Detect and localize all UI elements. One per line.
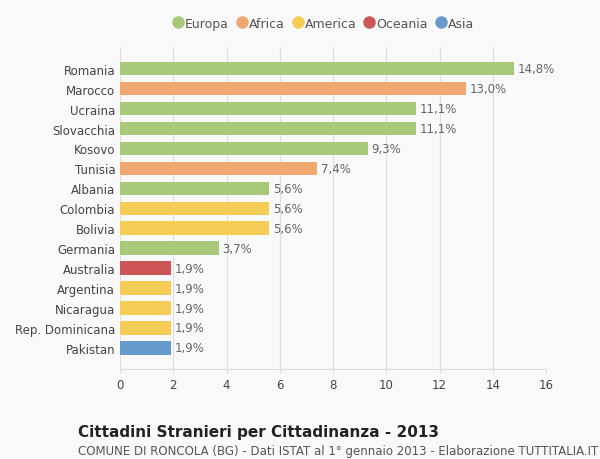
Bar <box>120 182 269 196</box>
Text: 1,9%: 1,9% <box>175 262 205 275</box>
Text: 5,6%: 5,6% <box>273 183 303 196</box>
Text: 5,6%: 5,6% <box>273 202 303 215</box>
Text: 1,9%: 1,9% <box>175 302 205 315</box>
Text: 1,9%: 1,9% <box>175 341 205 355</box>
Bar <box>120 302 170 315</box>
Bar <box>120 103 416 116</box>
Text: 11,1%: 11,1% <box>419 123 457 136</box>
Bar <box>120 123 416 136</box>
Text: 13,0%: 13,0% <box>470 83 507 96</box>
Text: 9,3%: 9,3% <box>371 143 401 156</box>
Bar <box>120 162 317 176</box>
Bar <box>120 222 269 235</box>
Text: 11,1%: 11,1% <box>419 103 457 116</box>
Bar <box>120 63 514 76</box>
Text: 1,9%: 1,9% <box>175 282 205 295</box>
Bar <box>120 142 368 156</box>
Bar <box>120 282 170 295</box>
Legend: Europa, Africa, America, Oceania, Asia: Europa, Africa, America, Oceania, Asia <box>175 17 474 30</box>
Text: 7,4%: 7,4% <box>321 162 351 175</box>
Bar <box>120 341 170 355</box>
Text: Cittadini Stranieri per Cittadinanza - 2013: Cittadini Stranieri per Cittadinanza - 2… <box>78 425 439 440</box>
Text: 5,6%: 5,6% <box>273 222 303 235</box>
Bar <box>120 83 466 96</box>
Bar <box>120 202 269 216</box>
Text: COMUNE DI RONCOLA (BG) - Dati ISTAT al 1° gennaio 2013 - Elaborazione TUTTITALIA: COMUNE DI RONCOLA (BG) - Dati ISTAT al 1… <box>78 444 598 457</box>
Text: 14,8%: 14,8% <box>518 63 555 76</box>
Bar <box>120 321 170 335</box>
Text: 3,7%: 3,7% <box>223 242 252 255</box>
Bar <box>120 262 170 275</box>
Bar <box>120 242 218 255</box>
Text: 1,9%: 1,9% <box>175 322 205 335</box>
